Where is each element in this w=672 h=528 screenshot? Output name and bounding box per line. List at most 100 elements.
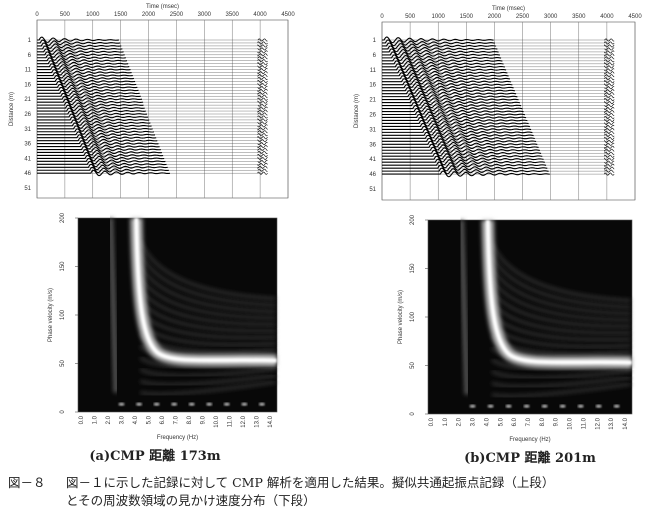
wiggle — [382, 60, 504, 68]
x-tick-label: 3.0 — [471, 417, 477, 426]
wiggle — [257, 153, 268, 157]
wiggle — [257, 61, 268, 66]
wiggle — [604, 112, 615, 117]
wiggle — [257, 168, 268, 172]
wiggle — [604, 160, 615, 164]
wiggle — [604, 169, 615, 173]
wiggle — [604, 151, 615, 155]
wiggle — [257, 115, 268, 119]
texture — [490, 289, 631, 328]
x-tick-label: 3500 — [572, 14, 586, 20]
wiggle — [604, 139, 615, 143]
x-tick-label: 10.0 — [214, 415, 220, 427]
x-tick-label: 500 — [60, 12, 71, 18]
wiggle — [382, 63, 505, 70]
image — [458, 219, 633, 408]
wiggle — [604, 154, 615, 158]
x-tick-label: 1.0 — [443, 417, 449, 426]
wiggle — [604, 44, 615, 48]
wiggle — [382, 87, 515, 94]
y-tick-label: 200 — [410, 214, 416, 225]
plot-bg — [77, 217, 278, 413]
wiggle — [382, 111, 525, 118]
wiggle — [382, 119, 529, 127]
wiggle — [257, 121, 268, 125]
wiggle — [37, 51, 125, 58]
wiggle — [382, 155, 544, 163]
y-tick-label: 41 — [24, 156, 31, 162]
spot — [171, 402, 178, 406]
wiggle — [37, 45, 123, 52]
y-tick-label: 46 — [24, 171, 31, 177]
wiggle — [37, 110, 148, 117]
wiggle — [37, 75, 134, 82]
wiggle — [382, 99, 520, 106]
texture — [139, 240, 276, 301]
texture — [491, 376, 631, 389]
wiggle — [382, 140, 538, 148]
spot — [258, 402, 265, 406]
wiggle — [37, 140, 159, 147]
wiggle — [37, 36, 120, 43]
wiggle — [37, 42, 122, 49]
wiggle — [604, 77, 615, 81]
x-tick-label: 4500 — [281, 12, 295, 18]
wiggle — [37, 104, 145, 112]
wiggle — [37, 154, 165, 162]
spot — [118, 402, 125, 406]
plot-bg — [427, 219, 633, 415]
wiggle — [603, 38, 615, 42]
texture — [491, 382, 631, 398]
wiggle — [257, 165, 268, 170]
wiggle — [604, 106, 615, 111]
wiggle — [604, 121, 615, 125]
wiggle — [257, 156, 268, 160]
spot — [153, 402, 160, 406]
y-tick-label: 46 — [369, 172, 376, 178]
y-tick-label: 16 — [369, 83, 376, 89]
x-tick-label: 10.0 — [568, 417, 574, 429]
wiggle — [257, 65, 268, 69]
x-tick-label: 3000 — [544, 14, 558, 20]
wiggle — [604, 166, 615, 171]
wiggle — [257, 124, 268, 128]
wiggle — [257, 171, 268, 175]
wiggle — [257, 112, 268, 116]
wiggle — [37, 48, 124, 55]
x-tick-label: 3.0 — [120, 415, 126, 424]
wiggle — [604, 53, 615, 57]
wiggle — [257, 97, 268, 101]
wiggle — [604, 142, 615, 146]
wiggle — [257, 85, 268, 89]
wiggle — [257, 76, 268, 81]
x-tick-label: 6.0 — [512, 417, 518, 426]
wiggle — [257, 162, 268, 166]
wiggle — [37, 89, 140, 97]
y-tick-label: 26 — [24, 112, 31, 118]
x-tick-label: 5.0 — [147, 415, 153, 424]
wiggle — [257, 106, 268, 110]
panel-caption: (a)CMP 距離 173m — [89, 448, 220, 464]
wiggle — [604, 95, 615, 99]
wiggle — [37, 119, 151, 126]
y-tick-label: 100 — [410, 311, 416, 322]
wiggle — [382, 149, 542, 157]
x-tick-label: 6.0 — [160, 415, 166, 424]
wiggle — [382, 36, 494, 44]
y-tick-label: 31 — [24, 127, 31, 133]
x-tick-label: 0.0 — [429, 417, 435, 426]
wiggle — [604, 82, 615, 87]
wiggle — [257, 159, 268, 163]
wiggle — [382, 170, 550, 178]
wiggle — [604, 133, 615, 137]
wiggle — [37, 101, 144, 109]
x-tick-label: 500 — [405, 14, 416, 20]
wiggle — [37, 66, 131, 73]
y-tick-label: 36 — [369, 142, 376, 148]
wiggle — [37, 95, 143, 103]
wiggle — [257, 142, 268, 146]
wiggle — [257, 133, 268, 137]
x-tick-label: 3000 — [198, 12, 212, 18]
wiggle — [37, 122, 152, 129]
